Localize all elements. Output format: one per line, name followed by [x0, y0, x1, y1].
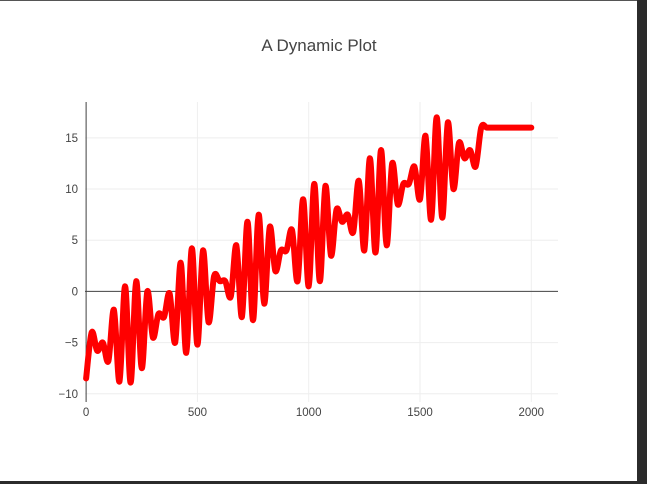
tick-labels: 0 500 1000 1500 2000 −10 −5 0 5 10 15: [58, 133, 544, 419]
x-tick-label: 2000: [518, 407, 544, 419]
chart-title: A Dynamic Plot: [261, 36, 377, 55]
y-tick-label: −10: [58, 389, 78, 401]
plot-frame: A Dynamic Plot 0 500 1000 1500 2000 −10 −5 0 5 10…: [0, 0, 637, 481]
y-tick-label: 10: [65, 184, 78, 196]
x-tick-label: 500: [188, 407, 207, 419]
y-tick-label: 15: [65, 133, 78, 145]
x-tick-label: 1000: [296, 407, 322, 419]
series-layer: [83, 114, 535, 386]
y-tick-label: −5: [65, 338, 78, 350]
y-tick-label: 0: [72, 286, 78, 298]
x-tick-label: 0: [83, 407, 89, 419]
x-tick-label: 1500: [407, 407, 433, 419]
series-line: [83, 114, 535, 386]
y-tick-label: 5: [72, 235, 78, 247]
line-chart: A Dynamic Plot 0 500 1000 1500 2000 −10 −5 0 5 10…: [58, 36, 558, 419]
